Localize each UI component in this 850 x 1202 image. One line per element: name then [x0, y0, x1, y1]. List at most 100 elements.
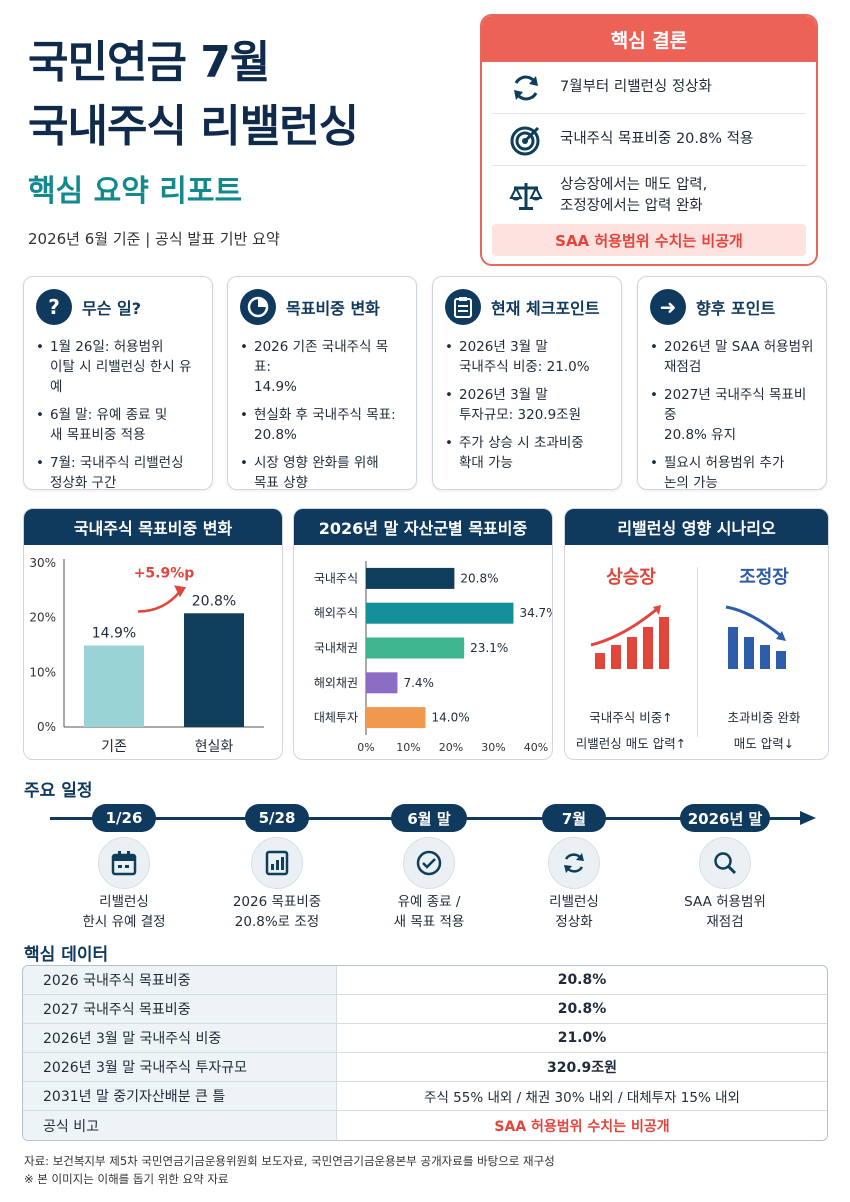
card-title: 향후 포인트	[696, 299, 776, 318]
category-label: 해외채권	[314, 676, 358, 690]
table-title: 핵심 데이터	[24, 945, 109, 965]
conclusion-text: 국내주식 목표비중 20.8% 적용	[560, 131, 754, 147]
calendar-icon	[98, 837, 150, 889]
list-item: 1월 26일: 허용범위 이탈 시 리밸런싱 한시 유예	[36, 337, 200, 397]
table-row: 2026 국내주식 목표비중 20.8%	[23, 966, 827, 995]
bar-value-label: 34.7%	[519, 606, 553, 620]
table-value: 320.9조원	[546, 1060, 618, 1076]
bar	[366, 602, 514, 624]
bar-value-label: 20.8%	[460, 571, 498, 585]
chart-title: 국내주식 목표비중 변화	[24, 509, 282, 545]
bar	[184, 613, 244, 727]
y-tick-label: 10%	[29, 665, 56, 679]
info-card-next: ➜ 향후 포인트 2026년 말 SAA 허용범위 재점검 2027년 국내주식…	[637, 276, 827, 491]
table-key: 2026년 3월 말 국내주식 비중	[23, 1024, 337, 1052]
conclusion-text: 상승장에서는 매도 압력, 조정장에서는 압력 완화	[560, 177, 708, 214]
table-key: 2027 국내주식 목표비중	[23, 995, 337, 1023]
category-label: 대체투자	[314, 711, 358, 725]
list-item: 7월: 국내주식 리밸런싱 정상화 구간	[36, 453, 200, 493]
category-label: 국내채권	[314, 641, 358, 655]
scenario-down: 조정장 초과비중 완화 매도 압력↓	[698, 545, 828, 759]
card-title: 목표비중 변화	[286, 299, 380, 318]
disclaimer-note: ※ 본 이미지는 이해를 돕기 위한 요약 자료	[24, 1172, 229, 1186]
page-meta: 2026년 6월 기준 | 공식 발표 기반 요약	[28, 230, 280, 248]
key-data-table: 2026 국내주식 목표비중 20.8% 2027 국내주식 목표비중 20.8…	[22, 965, 828, 1141]
scenario-up-line2: 리밸런싱 매도 압력↑	[575, 736, 687, 751]
timeline-text: 유예 종료 / 새 목표 적용	[393, 894, 465, 930]
change-arrow-icon	[137, 590, 181, 613]
report-chart-icon	[251, 837, 303, 889]
bar	[366, 567, 455, 589]
card-title: 무슨 일?	[82, 299, 142, 318]
scenario-up-line1: 국내주식 비중↑	[589, 710, 673, 725]
info-card-checkpoint: 현재 체크포인트 2026년 3월 말 국내주식 비중: 21.0% 2026년…	[432, 276, 622, 490]
list-item: 2026년 3월 말 국내주식 비중: 21.0%	[445, 337, 609, 377]
table-value: 주식 55% 내외 / 채권 30% 내외 / 대체투자 15% 내외	[424, 1090, 740, 1106]
list-item: 주가 상승 시 초과비중 확대 가능	[445, 433, 609, 473]
asset-allocation-chart: 0% 10% 20% 30% 40% 국내주식 20.8% 해외주식 34.7% 국내채권 23.1…	[314, 561, 553, 754]
timeline-date: 6월 말	[391, 804, 467, 832]
bar	[366, 707, 426, 729]
list-item: 현실화 후 국내주식 목표: 20.8%	[240, 405, 404, 445]
category-label: 국내주식	[314, 571, 358, 585]
x-tick-label: 현실화	[195, 739, 234, 755]
x-tick-label: 40%	[524, 741, 548, 754]
bar-value-label: 20.8%	[192, 593, 236, 609]
chart-panel-target-change: 국내주식 목표비중 변화 0% 10% 20% 30% 14.9% 기존 20.8% 현실화 +…	[23, 508, 283, 760]
scenario-down-line2: 매도 압력↓	[733, 736, 795, 751]
bar	[366, 672, 398, 694]
y-tick-label: 0%	[37, 720, 56, 734]
list-item: 시장 영향 완화를 위해 목표 상향	[240, 453, 404, 493]
timeline-date: 5/28	[245, 804, 309, 832]
conclusion-item: 7월부터 리밸런싱 정상화	[492, 62, 806, 114]
table-value: 20.8%	[557, 972, 607, 988]
table-value: 21.0%	[557, 1030, 607, 1046]
scenario-panel: 리밸런싱 영향 시나리오 상승장 국내주식 비중↑ 리밸런싱 매도 압력↑ 조정…	[564, 508, 829, 760]
target-change-chart: 0% 10% 20% 30% 14.9% 기존 20.8% 현실화 +5.9%p	[29, 556, 264, 755]
table-value: SAA 허용범위 수치는 비공개	[494, 1118, 670, 1135]
bar-value-label: 7.4%	[403, 676, 434, 690]
y-tick-label: 20%	[29, 611, 56, 625]
source-note: 자료: 보건복지부 제5차 국민연금기금운용위원회 보도자료, 국민연금기금운용…	[24, 1154, 555, 1168]
conclusion-footer: SAA 허용범위 수치는 비공개	[492, 224, 806, 256]
scenario-down-label: 조정장	[739, 567, 789, 588]
timeline-date: 1/26	[92, 804, 156, 832]
x-tick-label: 기존	[101, 739, 127, 755]
y-tick-label: 30%	[29, 556, 56, 570]
clipboard-icon	[445, 289, 481, 325]
timeline-text: SAA 허용범위 재점검	[684, 894, 766, 930]
table-key: 2031년 말 중기자산배분 큰 틀	[23, 1082, 337, 1110]
bar	[366, 637, 465, 659]
list-item: 2027년 국내주식 목표비중 20.8% 유지	[650, 385, 814, 445]
table-row: 2026년 3월 말 국내주식 투자규모 320.9조원	[23, 1053, 827, 1082]
table-value: 20.8%	[557, 1001, 607, 1017]
chart-panel-asset-allocation: 2026년 말 자산군별 목표비중 0% 10% 20% 30% 40% 국내주식 20.8…	[293, 508, 553, 760]
table-key: 2026년 3월 말 국내주식 투자규모	[23, 1053, 337, 1081]
bar-value-label: 23.1%	[470, 641, 508, 655]
table-row: 2031년 말 중기자산배분 큰 틀 주식 55% 내외 / 채권 30% 내외…	[23, 1082, 827, 1111]
timeline-title: 주요 일정	[24, 781, 93, 801]
timeline-text: 2026 목표비중 20.8%로 조정	[232, 894, 322, 930]
scenario-up-label: 상승장	[606, 567, 656, 588]
page-subtitle: 핵심 요약 리포트	[28, 174, 243, 209]
check-circle-icon	[403, 837, 455, 889]
bar-value-label: 14.9%	[92, 626, 136, 642]
change-annotation: +5.9%p	[134, 565, 195, 581]
bar-value-label: 14.0%	[432, 711, 470, 725]
timeline-text: 리밸런싱 한시 유예 결정	[82, 894, 166, 930]
falling-chart-icon	[725, 605, 786, 669]
category-label: 해외주식	[314, 606, 358, 620]
timeline-date: 2026년 말	[680, 804, 770, 832]
x-tick-label: 20%	[439, 741, 463, 754]
info-card-what: ? 무슨 일? 1월 26일: 허용범위 이탈 시 리밸런싱 한시 유예 6월 …	[23, 276, 213, 493]
arrow-right-icon: ➜	[650, 289, 686, 325]
table-row: 공식 비고 SAA 허용범위 수치는 비공개	[23, 1111, 827, 1140]
divider	[697, 567, 698, 737]
bar	[84, 645, 144, 727]
timeline-arrow-icon	[800, 811, 816, 825]
table-key: 2026 국내주식 목표비중	[23, 966, 337, 994]
scale-icon	[506, 176, 546, 216]
conclusion-item: 국내주식 목표비중 20.8% 적용	[492, 114, 806, 166]
list-item: 6월 말: 유예 종료 및 새 목표비중 적용	[36, 405, 200, 445]
conclusion-text: 7월부터 리밸런싱 정상화	[560, 79, 712, 95]
